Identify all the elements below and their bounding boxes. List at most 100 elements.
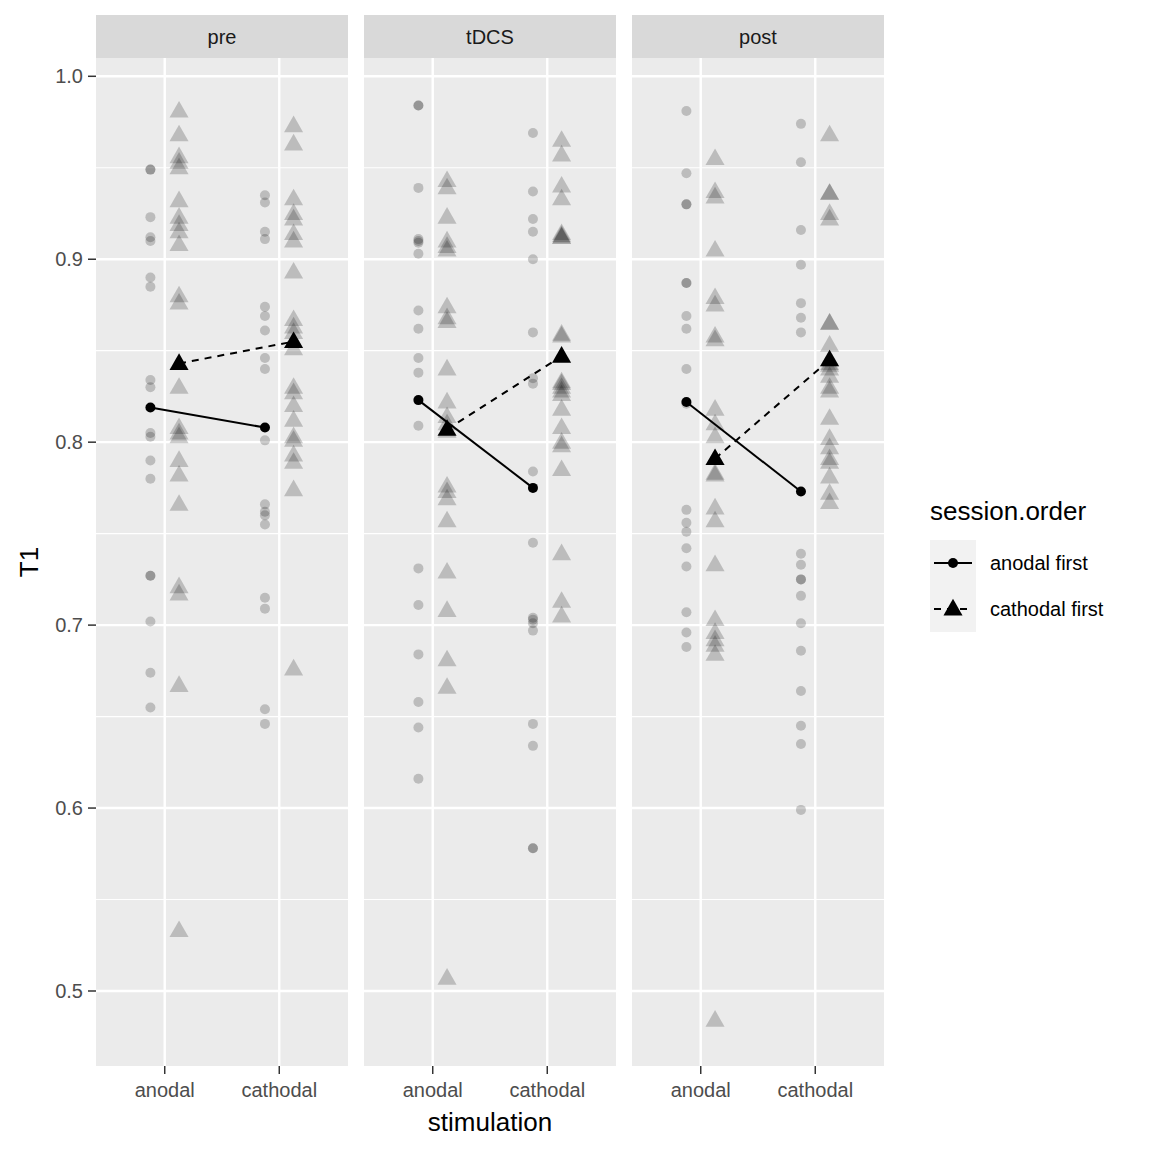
legend-marker bbox=[943, 599, 962, 616]
grid-line bbox=[364, 624, 616, 626]
grid-line bbox=[164, 58, 166, 1066]
raw-point bbox=[438, 600, 457, 617]
raw-point bbox=[260, 519, 270, 529]
grid-line bbox=[546, 58, 548, 1066]
raw-point bbox=[706, 644, 725, 661]
raw-point bbox=[170, 494, 189, 511]
strip-label: tDCS bbox=[466, 26, 514, 48]
raw-point bbox=[438, 489, 457, 506]
raw-point bbox=[145, 382, 155, 392]
y-tick bbox=[88, 807, 96, 809]
raw-point bbox=[170, 920, 189, 937]
grid-line bbox=[364, 441, 616, 443]
raw-point bbox=[552, 436, 571, 453]
raw-point bbox=[413, 101, 423, 111]
y-tick bbox=[88, 624, 96, 626]
raw-point bbox=[706, 465, 725, 482]
raw-point bbox=[413, 183, 423, 193]
raw-point bbox=[284, 452, 303, 469]
raw-point bbox=[438, 207, 457, 224]
raw-point bbox=[820, 452, 839, 469]
legend-key bbox=[930, 586, 976, 632]
raw-point bbox=[528, 626, 538, 636]
raw-point bbox=[681, 199, 691, 209]
mean-point bbox=[552, 346, 571, 363]
mean-line bbox=[418, 400, 533, 488]
raw-point bbox=[552, 417, 571, 434]
raw-point bbox=[170, 191, 189, 208]
raw-point bbox=[260, 234, 270, 244]
mean-point bbox=[681, 397, 691, 407]
chart: preanodalcathodaltDCSanodalcathodalposta… bbox=[0, 0, 1152, 1152]
legend-title: session.order bbox=[930, 496, 1086, 526]
raw-point bbox=[284, 231, 303, 248]
raw-point bbox=[820, 381, 839, 398]
raw-point bbox=[170, 293, 189, 310]
raw-point bbox=[552, 130, 571, 147]
mean-point bbox=[170, 353, 189, 370]
raw-point bbox=[796, 805, 806, 815]
grid-line bbox=[96, 258, 348, 260]
raw-point bbox=[706, 295, 725, 312]
raw-point bbox=[552, 591, 571, 608]
minor-grid-line bbox=[364, 716, 616, 717]
x-tick bbox=[815, 1066, 817, 1074]
raw-point bbox=[260, 593, 270, 603]
raw-point bbox=[260, 311, 270, 321]
raw-point bbox=[170, 101, 189, 118]
raw-point bbox=[170, 125, 189, 142]
raw-point bbox=[681, 278, 691, 288]
raw-point bbox=[528, 741, 538, 751]
raw-point bbox=[681, 627, 691, 637]
raw-point bbox=[170, 427, 189, 444]
raw-point bbox=[681, 607, 691, 617]
raw-point bbox=[681, 278, 691, 288]
raw-point bbox=[820, 313, 839, 330]
x-axis-title: stimulation bbox=[428, 1107, 552, 1137]
raw-point bbox=[796, 721, 806, 731]
raw-point bbox=[552, 459, 571, 476]
mean-point bbox=[284, 331, 303, 348]
minor-grid-line bbox=[96, 350, 348, 351]
raw-point bbox=[145, 165, 155, 175]
grid-line bbox=[96, 807, 348, 809]
raw-point bbox=[413, 238, 423, 248]
grid-line bbox=[96, 441, 348, 443]
raw-point bbox=[170, 377, 189, 394]
plot-area bbox=[681, 106, 839, 1027]
mean-line bbox=[686, 402, 801, 492]
raw-point bbox=[796, 260, 806, 270]
raw-point bbox=[145, 571, 155, 581]
raw-point bbox=[552, 384, 571, 401]
raw-point bbox=[260, 364, 270, 374]
raw-point bbox=[145, 668, 155, 678]
minor-grid-line bbox=[632, 716, 884, 717]
grid-line bbox=[364, 990, 616, 992]
raw-point bbox=[796, 739, 806, 749]
page: {"chart_data": { "type": "line", "x_labe… bbox=[0, 0, 1152, 1152]
y-tick-label: 0.7 bbox=[55, 614, 83, 636]
panel-background bbox=[96, 58, 348, 1066]
raw-point bbox=[528, 227, 538, 237]
mean-point bbox=[260, 423, 270, 433]
raw-point bbox=[681, 562, 691, 572]
raw-point bbox=[820, 183, 839, 200]
x-tick bbox=[279, 1066, 281, 1074]
raw-point bbox=[260, 719, 270, 729]
x-tick-label: anodal bbox=[135, 1079, 195, 1101]
grid-line bbox=[632, 624, 884, 626]
raw-point bbox=[552, 544, 571, 561]
y-tick-label: 0.8 bbox=[55, 431, 83, 453]
y-tick-label: 1.0 bbox=[55, 65, 83, 87]
raw-point bbox=[438, 240, 457, 257]
mean-point bbox=[796, 487, 806, 497]
raw-point bbox=[706, 330, 725, 347]
raw-point bbox=[284, 189, 303, 206]
raw-point bbox=[438, 562, 457, 579]
raw-point bbox=[170, 234, 189, 251]
mean-line bbox=[447, 356, 562, 429]
raw-point bbox=[796, 327, 806, 337]
raw-point bbox=[413, 774, 423, 784]
raw-point bbox=[260, 302, 270, 312]
raw-point bbox=[145, 236, 155, 246]
